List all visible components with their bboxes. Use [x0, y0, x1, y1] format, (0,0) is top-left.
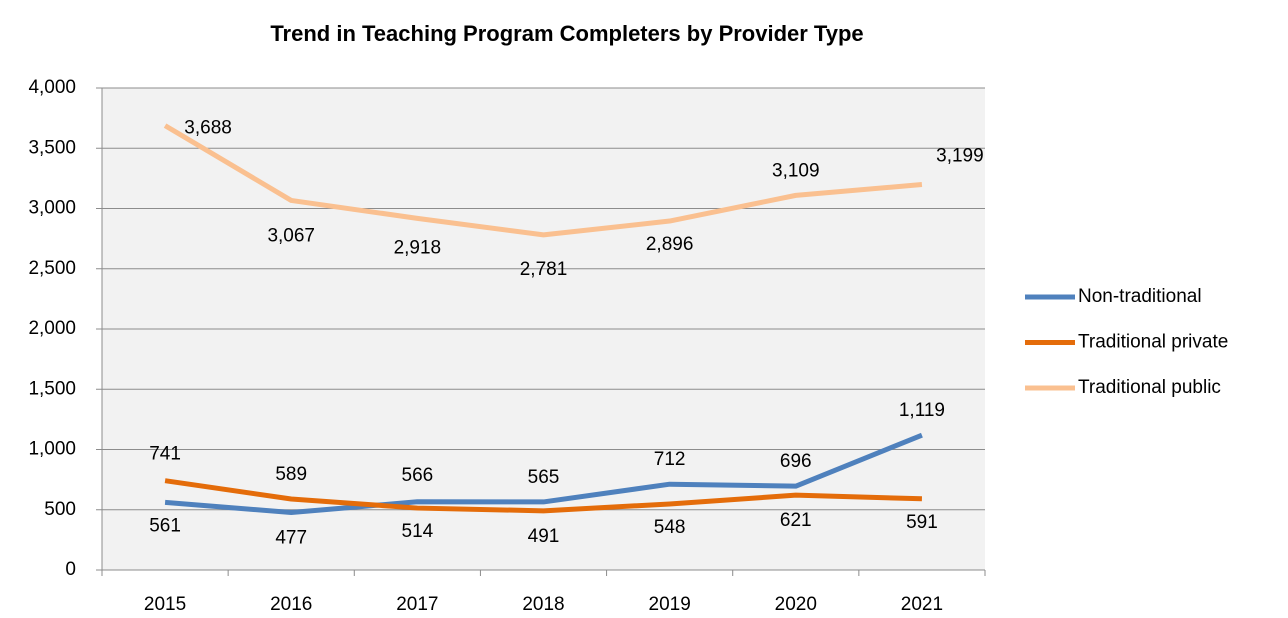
y-tick-label: 2,500 — [28, 258, 76, 279]
data-label: 741 — [149, 444, 181, 465]
series-line — [164, 478, 923, 514]
x-tick-label: 2016 — [270, 594, 312, 615]
data-label: 2,896 — [646, 234, 694, 255]
y-tick-label: 1,000 — [28, 439, 76, 460]
data-label: 491 — [528, 526, 560, 547]
data-label: 548 — [654, 517, 686, 538]
y-tick-label: 3,000 — [28, 198, 76, 219]
data-label: 712 — [654, 449, 686, 470]
data-label: 589 — [275, 464, 307, 485]
x-tick-label: 2017 — [396, 594, 438, 615]
chart-title: Trend in Teaching Program Completers by … — [270, 21, 863, 46]
data-label: 514 — [402, 521, 434, 542]
x-tick-label: 2021 — [901, 594, 943, 615]
data-label: 3,199 — [936, 146, 984, 167]
data-label: 566 — [402, 465, 434, 486]
y-tick-label: 500 — [44, 499, 76, 520]
x-tick-label: 2020 — [775, 594, 817, 615]
data-label: 2,781 — [520, 259, 568, 280]
data-label: 621 — [780, 510, 812, 531]
x-tick-label: 2015 — [144, 594, 186, 615]
data-label: 3,688 — [184, 118, 232, 139]
data-label: 561 — [149, 515, 181, 536]
legend-label: Traditional public — [1078, 377, 1221, 398]
data-label: 565 — [528, 467, 560, 488]
data-label: 3,067 — [267, 225, 315, 246]
data-label: 2,918 — [394, 237, 442, 258]
x-tick-label: 2019 — [649, 594, 691, 615]
series-line — [163, 123, 923, 238]
data-label: 1,119 — [899, 400, 945, 421]
legend-label: Non-traditional — [1078, 286, 1202, 307]
data-label: 696 — [780, 451, 812, 472]
data-label: 591 — [906, 512, 938, 533]
y-tick-label: 4,000 — [28, 77, 76, 98]
y-tick-label: 0 — [65, 559, 76, 580]
series-line — [164, 432, 923, 516]
legend-label: Traditional private — [1078, 332, 1228, 353]
data-label: 3,109 — [772, 160, 820, 181]
x-tick-label: 2018 — [522, 594, 564, 615]
data-label: 477 — [275, 528, 307, 549]
y-tick-label: 1,500 — [28, 378, 76, 399]
y-tick-label: 2,000 — [28, 318, 76, 339]
y-tick-label: 3,500 — [28, 137, 76, 158]
